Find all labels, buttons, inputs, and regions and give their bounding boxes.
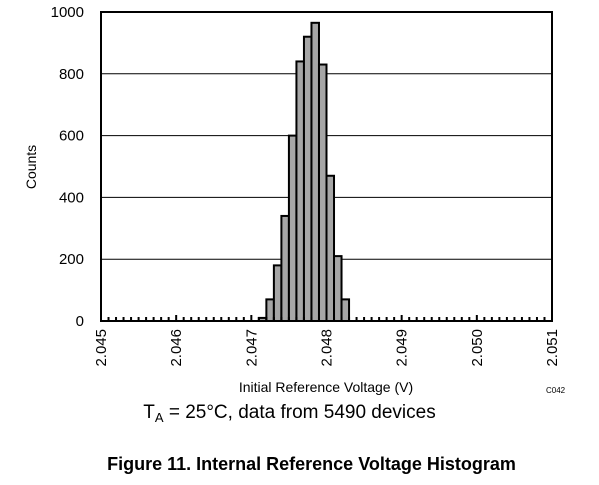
temperature-symbol: T xyxy=(143,402,155,423)
y-tick-label: 1000 xyxy=(51,4,84,21)
x-tick-label: 2.047 xyxy=(243,329,260,367)
histogram-bar xyxy=(325,174,336,322)
x-tick-label: 2.051 xyxy=(544,329,561,367)
x-tick-label: 2.045 xyxy=(93,329,110,367)
histogram-bar xyxy=(302,35,313,322)
test-condition: TA = 25°C, data from 5490 devices xyxy=(0,402,589,425)
histogram-bar xyxy=(280,214,290,322)
histogram-bar xyxy=(310,21,320,322)
x-tick-label: 2.046 xyxy=(168,329,185,367)
histogram-bar xyxy=(265,298,275,322)
histogram-bar xyxy=(333,255,343,322)
histogram-bar xyxy=(340,298,351,322)
histogram-bar xyxy=(295,60,305,322)
x-tick-label: 2.048 xyxy=(319,329,336,367)
temperature-subscript: A xyxy=(154,410,164,425)
condition-text: = 25°C, data from 5490 devices xyxy=(163,402,436,423)
histogram-bars xyxy=(257,21,351,323)
axis-tick-labels: 0 200 400 600 800 1000 2.045 2.046 2.047 2.048 2.0… xyxy=(51,4,561,367)
axis-ticks xyxy=(100,315,553,321)
y-tick-label: 800 xyxy=(59,66,84,83)
figure-caption: Figure 11. Internal Reference Voltage Hi… xyxy=(107,454,516,474)
y-axis-label: Counts xyxy=(23,145,39,189)
y-tick-label: 0 xyxy=(76,313,84,330)
figure-code: C042 xyxy=(546,386,566,395)
x-axis-label: Initial Reference Voltage (V) xyxy=(239,379,413,395)
histogram-bar xyxy=(317,63,328,322)
x-tick-label: 2.050 xyxy=(469,329,486,367)
x-tick-label: 2.049 xyxy=(394,329,411,367)
histogram-bar xyxy=(287,134,298,322)
y-tick-label: 200 xyxy=(59,251,84,268)
histogram-bar xyxy=(272,264,283,323)
y-tick-label: 600 xyxy=(59,128,84,145)
y-tick-label: 400 xyxy=(59,189,84,206)
